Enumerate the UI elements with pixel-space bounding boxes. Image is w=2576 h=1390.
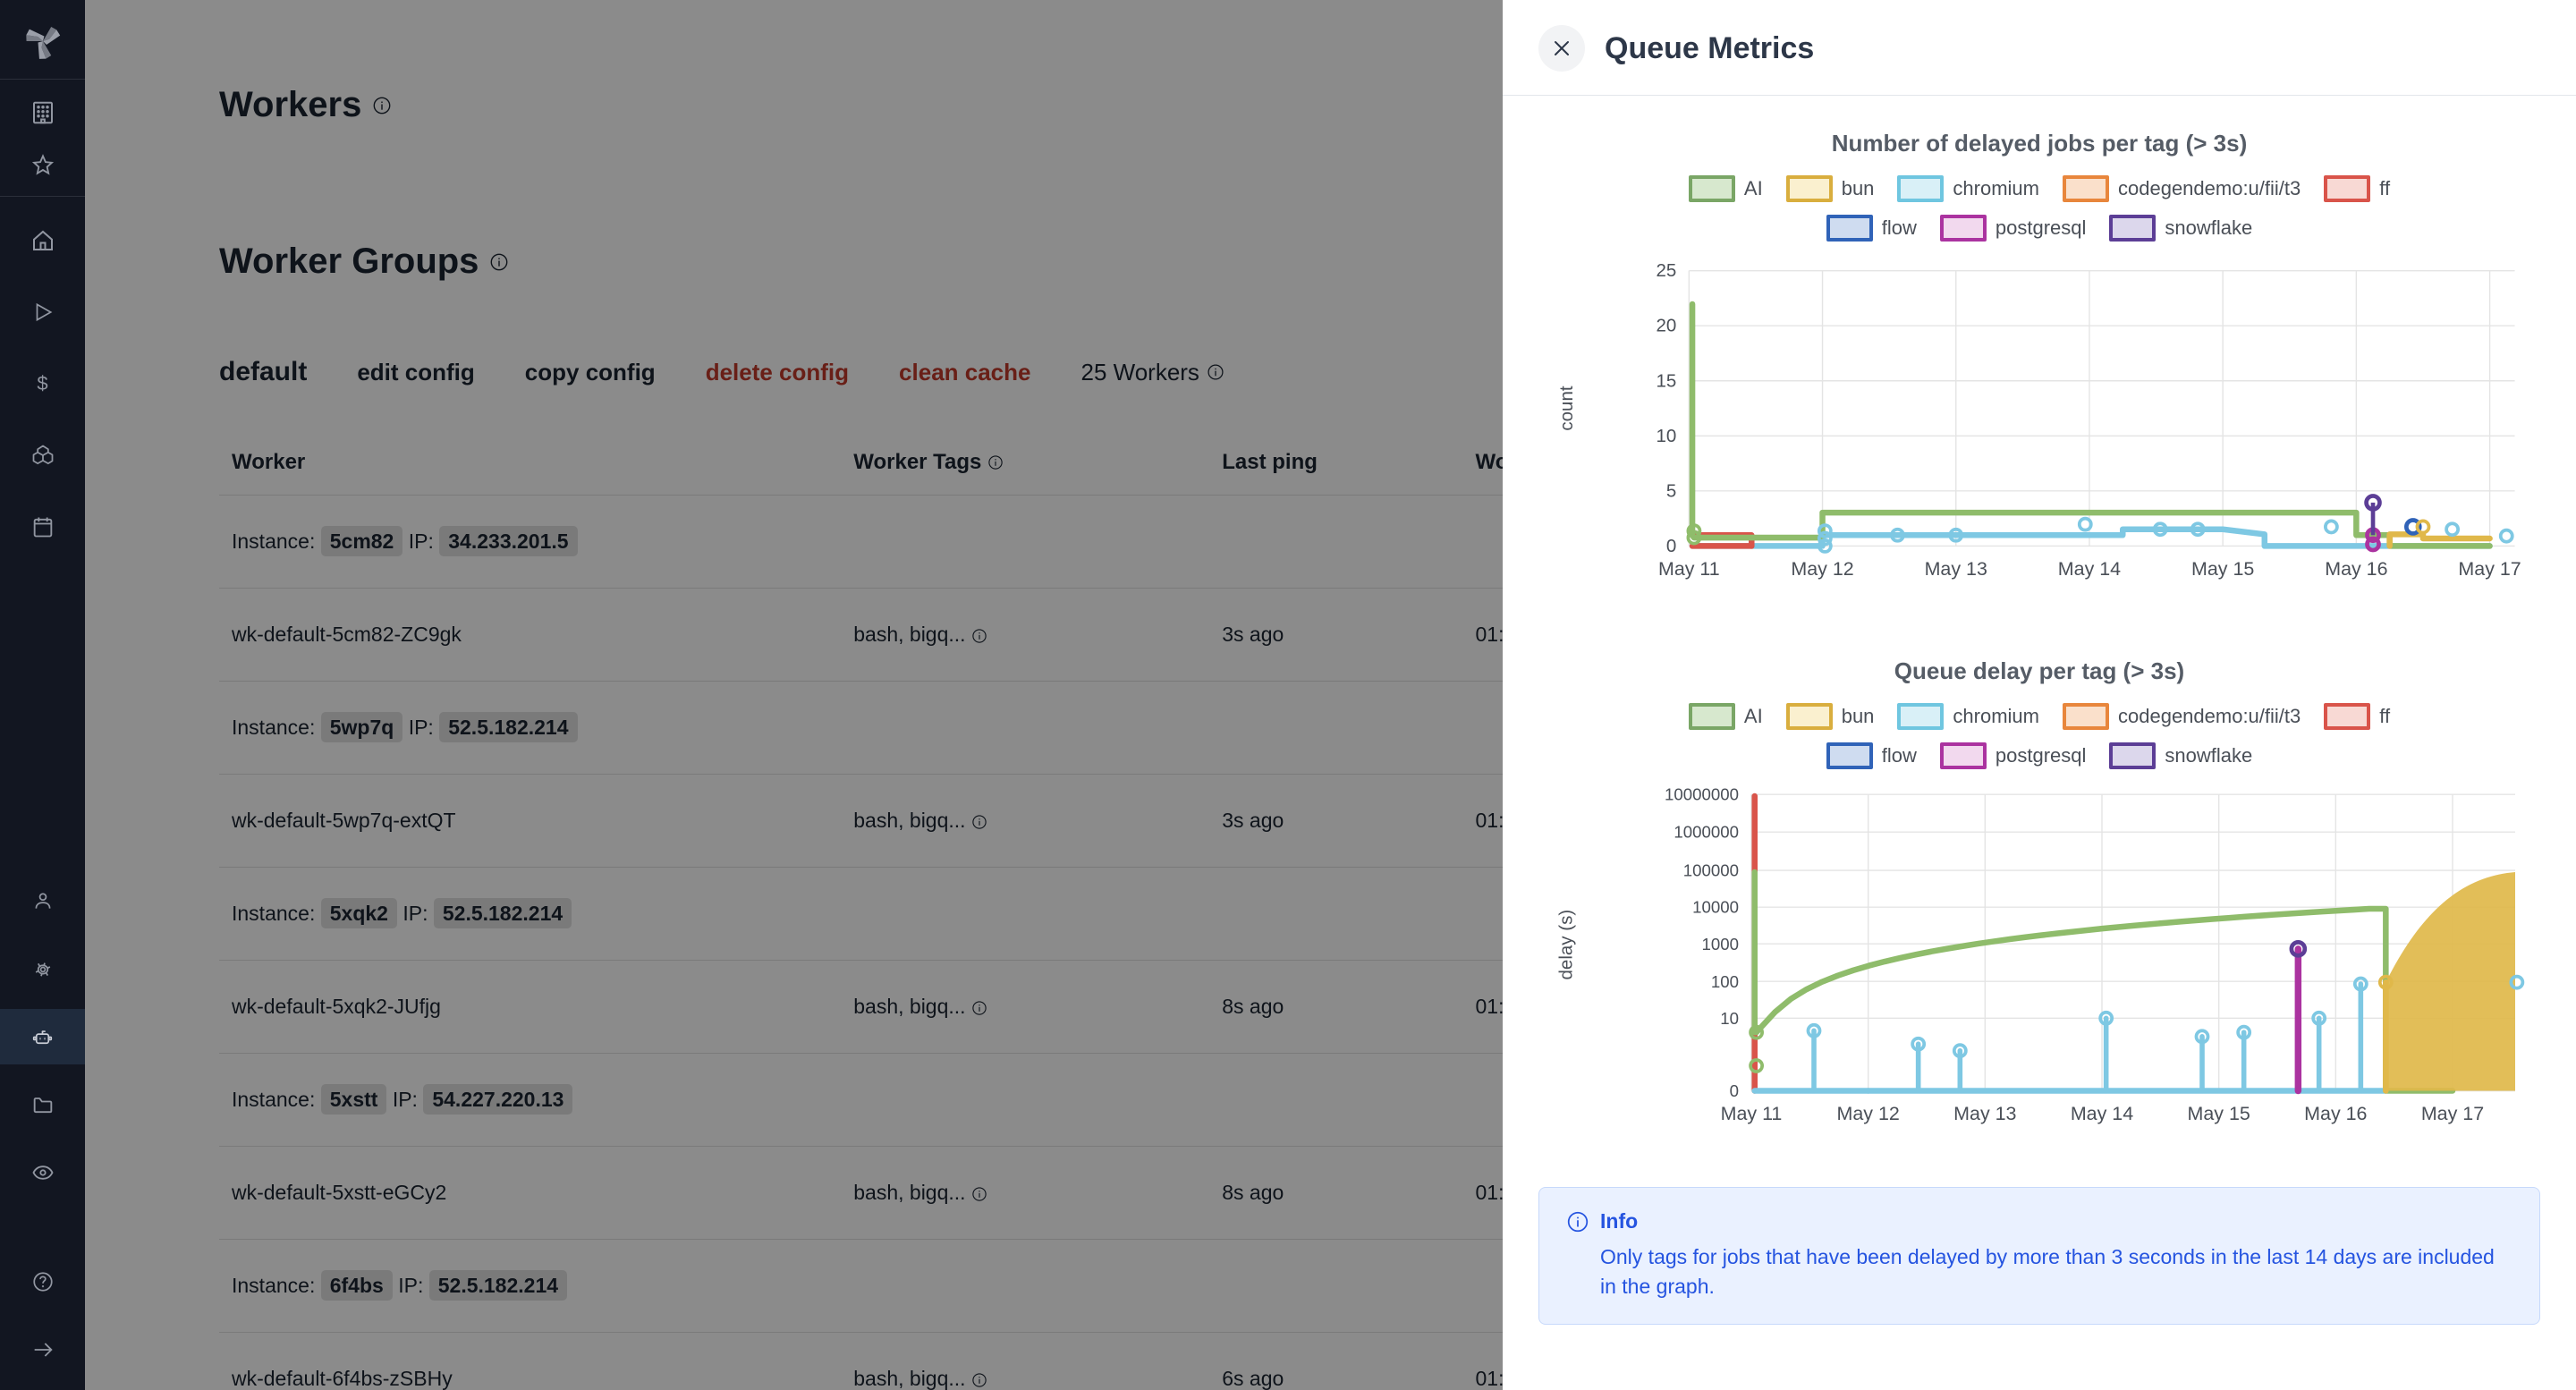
svg-text:1000000: 1000000 [1674, 823, 1739, 842]
svg-text:delay (s): delay (s) [1555, 910, 1576, 980]
svg-text:May 17: May 17 [2458, 558, 2521, 580]
svg-text:25: 25 [1657, 260, 1677, 281]
svg-text:May 16: May 16 [2325, 558, 2387, 580]
svg-text:May 11: May 11 [1721, 1103, 1783, 1124]
svg-text:May 12: May 12 [1791, 558, 1853, 580]
svg-text:May 12: May 12 [1836, 1103, 1899, 1124]
svg-text:May 17: May 17 [2421, 1103, 2484, 1124]
svg-text:May 16: May 16 [2304, 1103, 2367, 1124]
svg-text:10: 10 [1657, 426, 1677, 446]
svg-text:15: 15 [1657, 370, 1677, 391]
svg-text:5: 5 [1666, 480, 1676, 501]
svg-text:May 15: May 15 [2187, 1103, 2250, 1124]
svg-text:10: 10 [1720, 1009, 1739, 1028]
svg-text:May 14: May 14 [2071, 1103, 2133, 1124]
svg-text:May 15: May 15 [2191, 558, 2254, 580]
svg-text:100: 100 [1711, 972, 1739, 991]
svg-text:May 11: May 11 [1658, 558, 1720, 580]
svg-text:10000000: 10000000 [1665, 785, 1739, 804]
svg-text:10000: 10000 [1692, 898, 1739, 917]
svg-text:100000: 100000 [1683, 861, 1739, 880]
svg-text:May 13: May 13 [1925, 558, 1987, 580]
svg-text:count: count [1556, 386, 1577, 430]
svg-text:0: 0 [1666, 536, 1676, 556]
svg-text:1000: 1000 [1701, 935, 1739, 954]
svg-text:0: 0 [1730, 1081, 1739, 1100]
svg-text:May 14: May 14 [2058, 558, 2121, 580]
svg-text:20: 20 [1657, 316, 1677, 336]
svg-text:May 13: May 13 [1953, 1103, 2016, 1124]
